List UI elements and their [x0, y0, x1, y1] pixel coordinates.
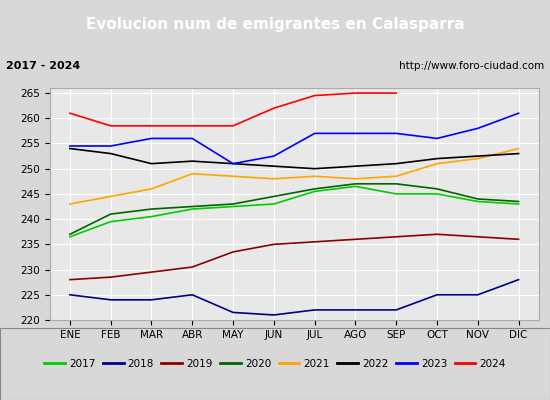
Text: Evolucion num de emigrantes en Calasparra: Evolucion num de emigrantes en Calasparr…: [86, 16, 464, 32]
Text: http://www.foro-ciudad.com: http://www.foro-ciudad.com: [399, 61, 544, 71]
Legend: 2017, 2018, 2019, 2020, 2021, 2022, 2023, 2024: 2017, 2018, 2019, 2020, 2021, 2022, 2023…: [44, 359, 506, 369]
Text: 2017 - 2024: 2017 - 2024: [6, 61, 80, 71]
